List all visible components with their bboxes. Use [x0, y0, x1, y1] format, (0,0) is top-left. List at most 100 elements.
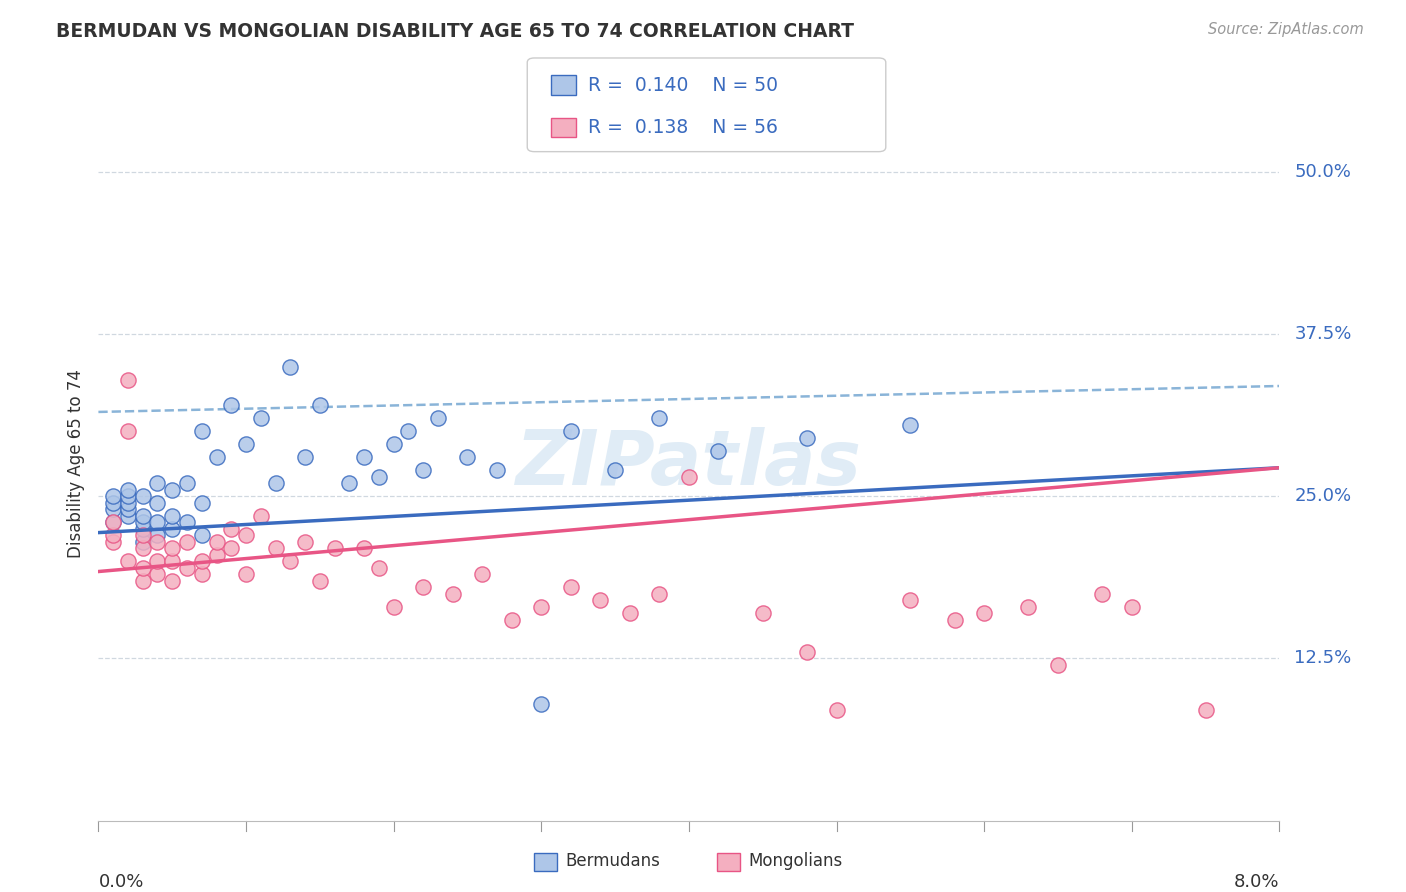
Point	[235, 528, 257, 542]
Point	[132, 560, 155, 574]
Point	[132, 508, 155, 523]
Point	[796, 431, 818, 445]
Point	[103, 515, 124, 529]
Point	[530, 599, 553, 614]
Point	[367, 470, 389, 484]
Point	[973, 606, 995, 620]
Point	[278, 359, 301, 374]
Point	[707, 443, 730, 458]
Point	[219, 399, 242, 413]
Point	[219, 541, 242, 556]
Point	[162, 522, 183, 536]
Point	[751, 606, 773, 620]
Point	[294, 450, 316, 465]
Point	[308, 574, 332, 588]
Point	[308, 399, 332, 413]
Point	[560, 425, 582, 439]
Point	[1017, 599, 1039, 614]
Point	[501, 613, 523, 627]
Point	[146, 528, 169, 542]
Point	[323, 541, 346, 556]
Text: Source: ZipAtlas.com: Source: ZipAtlas.com	[1208, 22, 1364, 37]
Point	[162, 483, 183, 497]
Point	[103, 515, 124, 529]
Point	[648, 411, 671, 425]
Point	[353, 541, 375, 556]
Point	[117, 483, 139, 497]
Text: 8.0%: 8.0%	[1234, 872, 1279, 890]
Point	[943, 613, 966, 627]
Point	[162, 508, 183, 523]
Text: BERMUDAN VS MONGOLIAN DISABILITY AGE 65 TO 74 CORRELATION CHART: BERMUDAN VS MONGOLIAN DISABILITY AGE 65 …	[56, 22, 855, 41]
Point	[146, 515, 169, 529]
Point	[117, 554, 139, 568]
Point	[396, 425, 419, 439]
Point	[250, 508, 273, 523]
Point	[176, 560, 198, 574]
Point	[162, 554, 183, 568]
Point	[264, 476, 287, 491]
Point	[337, 476, 360, 491]
Point	[191, 567, 214, 582]
Point	[191, 554, 214, 568]
Point	[146, 534, 169, 549]
Point	[898, 417, 921, 432]
Point	[278, 554, 301, 568]
Point	[103, 496, 124, 510]
Point	[382, 599, 405, 614]
Point	[117, 372, 139, 386]
Point	[796, 645, 818, 659]
Point	[176, 476, 198, 491]
Point	[250, 411, 273, 425]
Text: ZIPatlas: ZIPatlas	[516, 427, 862, 500]
Point	[146, 476, 169, 491]
Point	[132, 534, 155, 549]
Text: 0.0%: 0.0%	[98, 872, 143, 890]
Text: 37.5%: 37.5%	[1294, 325, 1351, 343]
Point	[1091, 586, 1114, 600]
Point	[264, 541, 287, 556]
Point	[117, 502, 139, 516]
Point	[117, 496, 139, 510]
Point	[103, 534, 124, 549]
Text: 25.0%: 25.0%	[1294, 487, 1351, 505]
Point	[132, 489, 155, 503]
Point	[412, 463, 434, 477]
Point	[191, 528, 214, 542]
Point	[146, 567, 169, 582]
Point	[235, 567, 257, 582]
Point	[146, 496, 169, 510]
Point	[441, 586, 464, 600]
Point	[294, 534, 316, 549]
Point	[132, 528, 155, 542]
Y-axis label: Disability Age 65 to 74: Disability Age 65 to 74	[66, 369, 84, 558]
Point	[191, 496, 214, 510]
Point	[103, 528, 124, 542]
Point	[117, 489, 139, 503]
Point	[219, 522, 242, 536]
Point	[205, 548, 228, 562]
Point	[456, 450, 478, 465]
Point	[619, 606, 641, 620]
Point	[471, 567, 494, 582]
Point	[103, 489, 124, 503]
Point	[132, 522, 155, 536]
Point	[103, 502, 124, 516]
Point	[176, 515, 198, 529]
Text: R =  0.138    N = 56: R = 0.138 N = 56	[588, 118, 778, 137]
Point	[898, 593, 921, 607]
Point	[605, 463, 627, 477]
Point	[117, 425, 139, 439]
Text: R =  0.140    N = 50: R = 0.140 N = 50	[588, 76, 778, 95]
Point	[162, 541, 183, 556]
Point	[191, 425, 214, 439]
Point	[560, 580, 582, 594]
Point	[648, 586, 671, 600]
Text: 12.5%: 12.5%	[1294, 649, 1351, 667]
Text: 50.0%: 50.0%	[1294, 163, 1351, 181]
Point	[176, 534, 198, 549]
Point	[1194, 703, 1216, 717]
Point	[117, 508, 139, 523]
Point	[678, 470, 700, 484]
Point	[205, 534, 228, 549]
